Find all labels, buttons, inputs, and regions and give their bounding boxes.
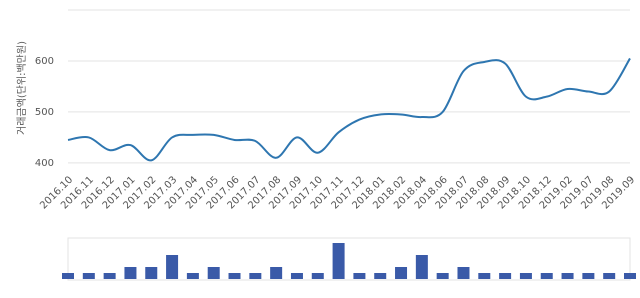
volume-bar xyxy=(457,267,470,279)
volume-bar xyxy=(519,273,532,279)
volume-bar xyxy=(249,273,262,279)
price-line xyxy=(67,57,631,162)
volume-bar xyxy=(311,273,324,279)
volume-frame xyxy=(67,237,631,281)
volume-bar xyxy=(82,273,95,279)
volume-bar xyxy=(582,273,595,279)
volume-bar xyxy=(166,255,179,279)
y-axis-label: 거래금액(단위:백만원) xyxy=(15,41,28,135)
volume-bar xyxy=(374,273,387,279)
volume-bar xyxy=(624,273,636,279)
volume-bar xyxy=(62,273,74,279)
volume-bar xyxy=(228,273,241,279)
volume-bar xyxy=(332,243,345,279)
volume-bar xyxy=(270,267,283,279)
volume-bar xyxy=(290,273,303,279)
volume-bar xyxy=(207,267,220,279)
volume-bar xyxy=(353,273,366,279)
volume-bar xyxy=(395,267,408,279)
volume-bar xyxy=(145,267,158,279)
volume-bar xyxy=(186,273,199,279)
volume-bar xyxy=(436,273,449,279)
y-tick-label: 600 xyxy=(35,56,54,67)
volume-bar xyxy=(478,273,491,279)
volume-bar xyxy=(561,273,574,279)
volume-bar xyxy=(124,267,137,279)
y-tick-label: 500 xyxy=(35,107,54,118)
y-tick-label: 400 xyxy=(35,158,54,169)
volume-bar xyxy=(103,273,116,279)
volume-bar xyxy=(499,273,512,279)
volume-bar xyxy=(415,255,428,279)
volume-bar xyxy=(540,273,553,279)
volume-bar xyxy=(603,273,616,279)
